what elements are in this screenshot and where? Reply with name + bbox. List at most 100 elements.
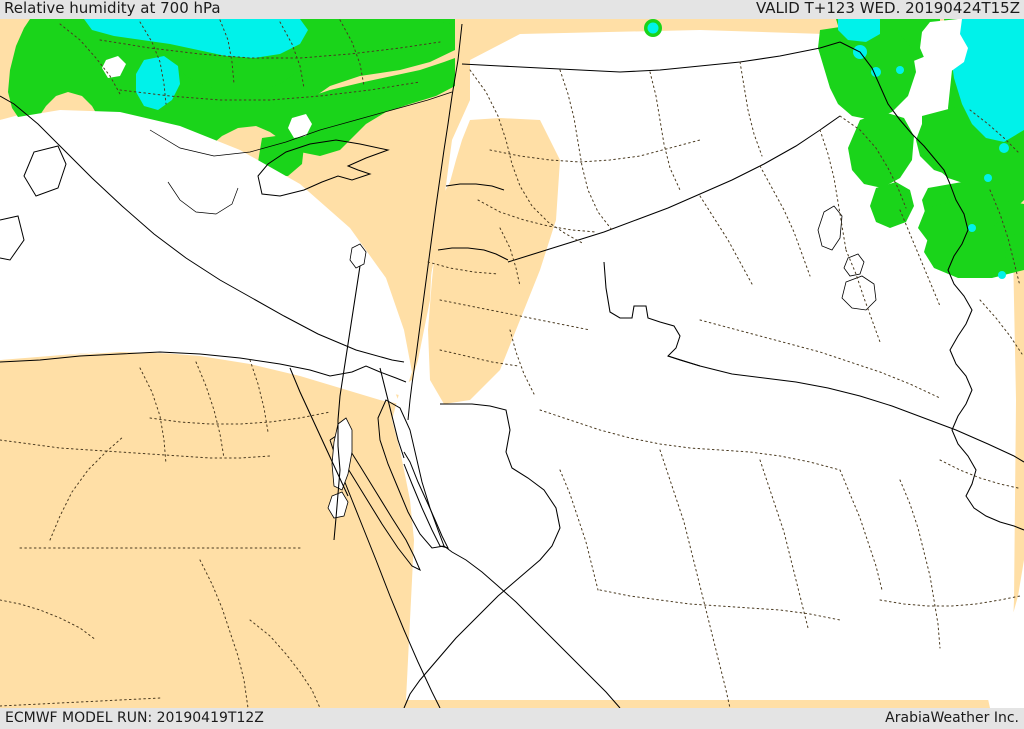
admin-iraq-6 bbox=[845, 249, 881, 343]
rh-cyan-caspian-core2 bbox=[950, 19, 1024, 142]
coast-redsea-west bbox=[329, 439, 441, 709]
admin-saudi-2 bbox=[559, 469, 599, 591]
lake-tharthar bbox=[817, 205, 843, 251]
rh-cyan-iran-dot bbox=[999, 143, 1009, 153]
rh-green-dot2 bbox=[1005, 250, 1015, 260]
rh-cyan-iraq-dot2 bbox=[998, 271, 1006, 279]
isoline-turkey bbox=[149, 91, 453, 157]
admin-jordan-1 bbox=[439, 299, 591, 331]
rh-green-ne-tail bbox=[870, 182, 914, 228]
border-egypt-israel bbox=[379, 367, 405, 459]
coast-sinai bbox=[377, 399, 445, 549]
coastline-layer bbox=[0, 23, 1024, 709]
coast-cyprus bbox=[257, 139, 390, 197]
admin-syria-4 bbox=[739, 61, 763, 157]
admin-saudi-9 bbox=[939, 459, 1019, 489]
persian-gulf bbox=[986, 560, 1024, 708]
admin-egypt-8 bbox=[199, 559, 249, 709]
admin-syria-6 bbox=[477, 199, 597, 233]
border-iraq-notch bbox=[603, 261, 701, 367]
admin-saudi-6 bbox=[839, 469, 883, 591]
national-borders-layer bbox=[289, 41, 1024, 709]
valid-time-label: VALID T+123 WED. 20190424T15Z bbox=[755, 0, 1020, 17]
lake-dead-sea-south bbox=[327, 491, 349, 519]
lake-hole-turkey1 bbox=[102, 56, 126, 78]
rh-green-sw-coast bbox=[300, 20, 452, 60]
border-lebanon-south bbox=[437, 247, 509, 261]
admin-turkey-6 bbox=[99, 39, 441, 59]
rh-cyan-north-anatolia bbox=[86, 19, 302, 54]
border-jordan-iraq bbox=[667, 355, 1015, 457]
admin-jordan-2 bbox=[509, 329, 535, 395]
admin-egypt-4 bbox=[149, 411, 331, 425]
lake-galilee bbox=[349, 243, 367, 269]
border-lebanon-north bbox=[445, 183, 505, 191]
rh-cyan-ne-dot2 bbox=[871, 67, 881, 77]
admin-iraq-1 bbox=[819, 129, 847, 251]
mediterranean-east bbox=[0, 110, 412, 396]
rh-cyan-central-lobe bbox=[136, 56, 180, 110]
admin-iran-3 bbox=[969, 109, 1019, 153]
rh-green-ne-lobe2 bbox=[848, 112, 914, 188]
rh-cyan-iran-dot2 bbox=[984, 174, 992, 182]
land-levant-coast bbox=[428, 118, 560, 404]
admin-syria-7 bbox=[499, 227, 521, 287]
admin-saudi-1 bbox=[539, 409, 841, 471]
admin-turkey-7 bbox=[119, 81, 421, 101]
admin-saudi-4 bbox=[599, 589, 841, 621]
header-bar: Relative humidity at 700 hPa VALID T+123… bbox=[0, 0, 1024, 19]
admin-jordan-3 bbox=[439, 349, 519, 367]
lake-razzaza bbox=[843, 253, 865, 277]
admin-turkey-4 bbox=[279, 21, 305, 89]
border-egypt-libya bbox=[289, 367, 349, 497]
admin-saudi-7 bbox=[899, 479, 941, 649]
admin-iraq-4 bbox=[839, 115, 907, 209]
isoline-layer bbox=[149, 91, 453, 215]
admin-iraq-7 bbox=[899, 209, 941, 307]
rh-green-caucasus bbox=[818, 24, 916, 120]
admin-iraq-2 bbox=[759, 165, 811, 277]
admin-turkey-3 bbox=[219, 19, 235, 85]
admin-turkey-5 bbox=[339, 19, 365, 87]
brand-label: ArabiaWeather Inc. bbox=[885, 710, 1019, 726]
lake-tuz bbox=[288, 114, 312, 138]
border-syria-iraq bbox=[507, 115, 841, 263]
dry-hole-nw-iraq bbox=[920, 19, 968, 72]
coast-gulf-aqaba bbox=[403, 451, 449, 549]
coast-rhodes bbox=[23, 145, 67, 197]
rh-cyan-ne-dot3 bbox=[896, 66, 904, 74]
admin-egypt-5 bbox=[0, 439, 271, 459]
page-title: Relative humidity at 700 hPa bbox=[4, 0, 221, 17]
rh-green-mosul-wedge bbox=[924, 230, 1024, 278]
admin-egypt-9 bbox=[249, 619, 321, 709]
footer-bar: ECMWF MODEL RUN: 20190419T12Z ArabiaWeat… bbox=[0, 708, 1024, 729]
lake-habbaniyah bbox=[841, 275, 877, 311]
rh-cyan-ne-turkey bbox=[838, 19, 880, 42]
border-iraq-iran bbox=[947, 183, 1024, 531]
admin-syria-2 bbox=[559, 69, 613, 231]
rh-green-anatolia-lobe bbox=[150, 58, 455, 160]
border-turkey-iran bbox=[839, 41, 951, 185]
admin-saudi-8 bbox=[879, 595, 1021, 607]
admin-borders-layer bbox=[0, 19, 1023, 709]
coast-crete bbox=[0, 215, 25, 261]
admin-syria-5 bbox=[489, 139, 701, 163]
admin-iran-2 bbox=[979, 299, 1023, 355]
rh-green-layer bbox=[8, 19, 1024, 278]
admin-syria-1 bbox=[469, 69, 585, 245]
border-israel-jordan bbox=[333, 265, 361, 541]
rh-cyan-spot-syria bbox=[647, 22, 659, 34]
land-middle-east bbox=[0, 19, 1024, 708]
admin-jordan-4 bbox=[427, 261, 499, 275]
mediterranean-layer bbox=[0, 110, 412, 404]
rh-cyan-layer bbox=[84, 19, 1024, 279]
border-jordan-saudi bbox=[403, 403, 561, 709]
model-run-label: ECMWF MODEL RUN: 20190419T12Z bbox=[5, 710, 264, 726]
coast-levant bbox=[407, 23, 463, 421]
rh-green-dot1 bbox=[994, 222, 1006, 234]
coast-anatolia-south bbox=[0, 95, 405, 363]
coast-redsea-east bbox=[443, 545, 621, 709]
